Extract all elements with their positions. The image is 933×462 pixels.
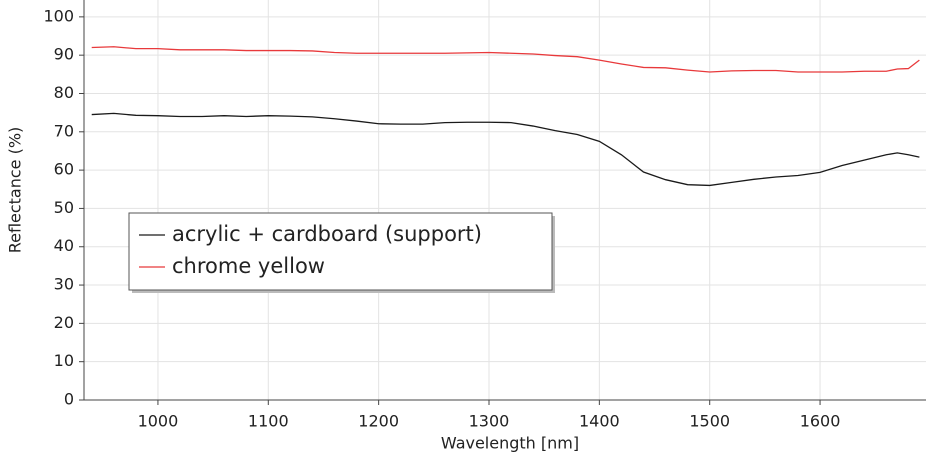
y-tick-label: 20 [54,313,74,332]
series-line [91,112,920,187]
legend-box [128,212,553,291]
x-tick-label: 1200 [358,412,399,431]
x-tick-label: 1100 [248,412,289,431]
y-tick-label: 80 [54,83,74,102]
y-tick-label: 70 [54,121,74,140]
y-tick-label: 90 [54,45,74,64]
x-tick-label: 1000 [138,412,179,431]
y-tick-label: 60 [54,160,74,179]
y-tick-label: 50 [54,198,74,217]
y-tick-label: 30 [54,275,74,294]
legend-label: chrome yellow [172,254,325,278]
x-tick-label: 1300 [469,412,510,431]
series-line [91,46,920,73]
y-tick-label: 40 [54,236,74,255]
y-tick-label: 0 [64,390,74,409]
x-tick-label: 1400 [579,412,620,431]
y-axis-label: Reflectance (%) [6,127,25,254]
y-tick-label: 10 [54,351,74,370]
y-tick-label: 100 [43,6,74,25]
x-tick-label: 1600 [800,412,841,431]
x-axis-label: Wavelength [nm] [441,434,579,453]
x-tick-label: 1500 [689,412,730,431]
legend-label: acrylic + cardboard (support) [172,222,482,246]
